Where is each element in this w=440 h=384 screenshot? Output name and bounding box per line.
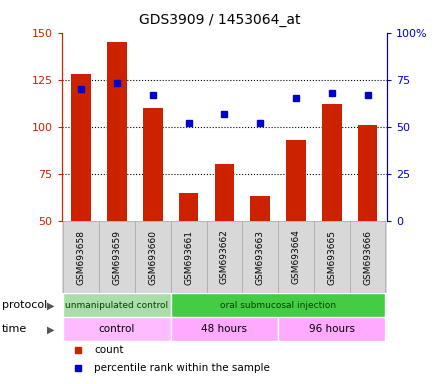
- Text: GSM693659: GSM693659: [113, 230, 121, 285]
- Text: ▶: ▶: [47, 300, 55, 310]
- Text: GSM693658: GSM693658: [77, 230, 86, 285]
- Bar: [171, 317, 278, 341]
- Text: count: count: [94, 345, 124, 355]
- Bar: [278, 221, 314, 293]
- Bar: [135, 221, 171, 293]
- Bar: [314, 221, 350, 293]
- Bar: [71, 74, 91, 221]
- Bar: [350, 221, 385, 293]
- Text: GSM693660: GSM693660: [148, 230, 158, 285]
- Text: 96 hours: 96 hours: [309, 324, 355, 334]
- Text: GSM693664: GSM693664: [291, 230, 301, 285]
- Bar: [99, 221, 135, 293]
- Text: 48 hours: 48 hours: [202, 324, 247, 334]
- Text: percentile rank within the sample: percentile rank within the sample: [94, 362, 270, 372]
- Bar: [206, 221, 242, 293]
- Bar: [215, 164, 234, 221]
- Text: GSM693665: GSM693665: [327, 230, 336, 285]
- Bar: [63, 293, 171, 317]
- Text: time: time: [2, 324, 27, 334]
- Bar: [322, 104, 341, 221]
- Bar: [143, 108, 163, 221]
- Text: ▶: ▶: [47, 324, 55, 334]
- Text: GSM693662: GSM693662: [220, 230, 229, 285]
- Text: protocol: protocol: [2, 300, 48, 310]
- Bar: [358, 125, 378, 221]
- Text: oral submucosal injection: oral submucosal injection: [220, 301, 336, 310]
- Bar: [63, 221, 99, 293]
- Bar: [171, 221, 206, 293]
- Text: GSM693666: GSM693666: [363, 230, 372, 285]
- Bar: [107, 42, 127, 221]
- Bar: [286, 140, 306, 221]
- Bar: [250, 196, 270, 221]
- Bar: [179, 192, 198, 221]
- Text: unmanipulated control: unmanipulated control: [66, 301, 169, 310]
- Text: GSM693663: GSM693663: [256, 230, 265, 285]
- Text: GSM693661: GSM693661: [184, 230, 193, 285]
- Bar: [242, 221, 278, 293]
- Bar: [278, 317, 385, 341]
- Text: control: control: [99, 324, 135, 334]
- Bar: [171, 293, 385, 317]
- Text: GDS3909 / 1453064_at: GDS3909 / 1453064_at: [139, 13, 301, 27]
- Bar: [63, 317, 171, 341]
